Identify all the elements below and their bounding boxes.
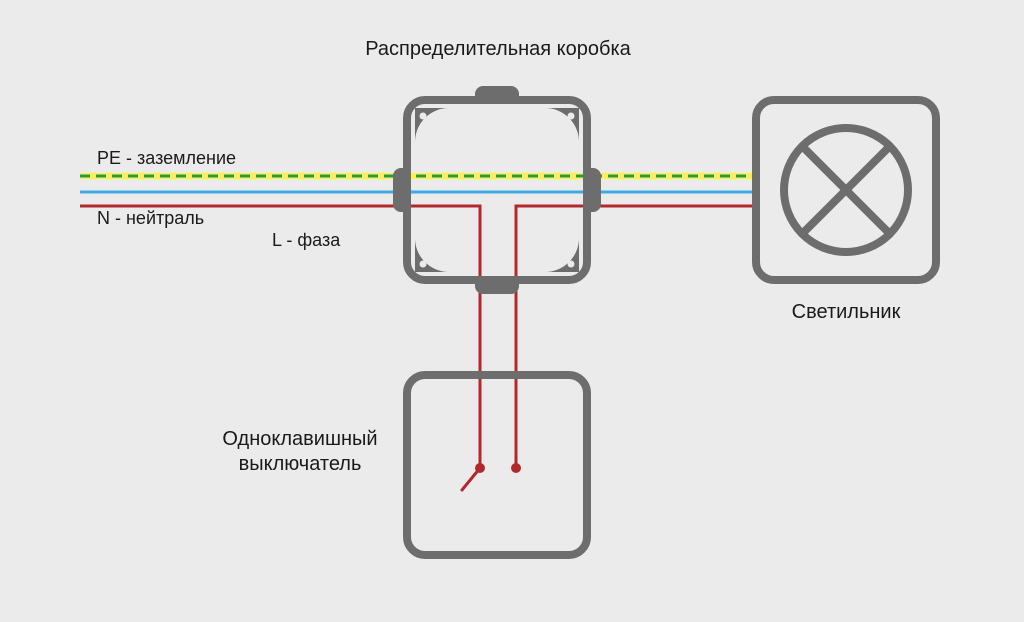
wire-l-out: [516, 206, 756, 468]
wiring-diagram: Распределительная коробка PE - заземление…: [0, 0, 1024, 622]
label-l: L - фаза: [272, 230, 341, 250]
label-lamp: Светильник: [792, 301, 901, 323]
label-n: N - нейтраль: [97, 208, 204, 228]
junction-box: [393, 86, 601, 294]
label-switch: Одноклавишный: [222, 428, 377, 450]
switch-terminal: [511, 463, 521, 473]
label-switch: выключатель: [239, 453, 362, 475]
label-pe: PE - заземление: [97, 148, 236, 168]
switch-lever: [462, 468, 480, 490]
lamp: [756, 100, 936, 280]
label-junction-box: Распределительная коробка: [365, 38, 631, 60]
switch: [407, 375, 587, 555]
